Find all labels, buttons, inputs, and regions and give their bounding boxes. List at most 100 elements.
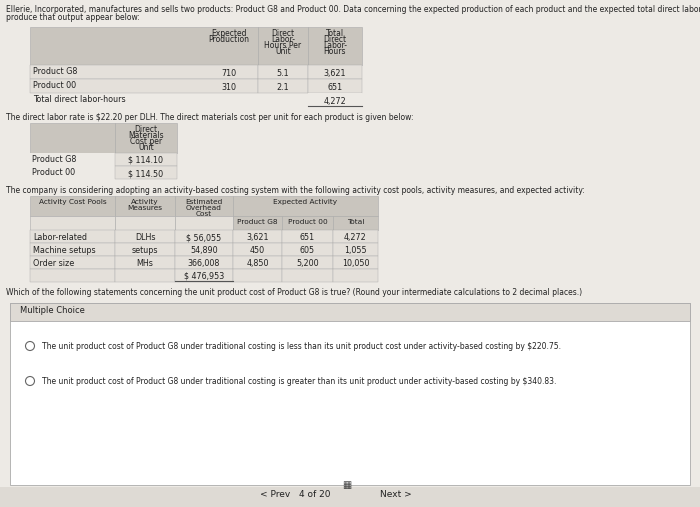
- Text: Total: Total: [326, 29, 344, 38]
- Text: $ 114.10: $ 114.10: [129, 156, 164, 165]
- Bar: [282, 230, 333, 243]
- Bar: [308, 93, 362, 107]
- Text: 5.1: 5.1: [276, 69, 289, 78]
- Text: Cost: Cost: [196, 211, 212, 217]
- Text: $ 56,055: $ 56,055: [186, 233, 222, 242]
- Text: 710: 710: [221, 69, 237, 78]
- Bar: [308, 65, 362, 79]
- Bar: [333, 269, 378, 282]
- Bar: [308, 27, 362, 65]
- Text: Cost per: Cost per: [130, 137, 162, 146]
- Text: 4,850: 4,850: [246, 259, 269, 268]
- Bar: [10, 303, 690, 321]
- Bar: [333, 230, 378, 243]
- Text: Product 00: Product 00: [288, 219, 328, 225]
- Bar: [30, 243, 115, 256]
- Bar: [175, 196, 233, 216]
- Text: 4,272: 4,272: [344, 233, 367, 242]
- Bar: [30, 216, 115, 230]
- Text: Total direct labor-hours: Total direct labor-hours: [33, 95, 125, 104]
- Bar: [282, 256, 333, 269]
- Text: Production: Production: [209, 35, 249, 44]
- Text: The unit product cost of Product G8 under traditional costing is less than its u: The unit product cost of Product G8 unde…: [42, 342, 561, 351]
- Bar: [30, 166, 115, 179]
- Bar: [308, 79, 362, 93]
- Text: $ 476,953: $ 476,953: [184, 272, 224, 281]
- Bar: [233, 243, 282, 256]
- Text: Labor-: Labor-: [271, 35, 295, 44]
- Text: 2.1: 2.1: [276, 83, 289, 92]
- Text: 3,621: 3,621: [246, 233, 269, 242]
- Bar: [258, 65, 308, 79]
- Text: Direct: Direct: [272, 29, 295, 38]
- Text: produce that output appear below:: produce that output appear below:: [6, 13, 140, 22]
- Text: Machine setups: Machine setups: [33, 246, 96, 255]
- Text: 10,050: 10,050: [342, 259, 370, 268]
- Bar: [115, 166, 177, 179]
- Bar: [175, 216, 233, 230]
- Text: Labor-: Labor-: [323, 41, 347, 50]
- Text: MHs: MHs: [136, 259, 153, 268]
- Bar: [258, 27, 308, 65]
- Bar: [233, 269, 282, 282]
- Bar: [282, 243, 333, 256]
- Text: Activity: Activity: [131, 199, 159, 205]
- Bar: [282, 216, 333, 230]
- Bar: [0, 487, 700, 507]
- Bar: [115, 230, 175, 243]
- Circle shape: [25, 377, 34, 385]
- Bar: [30, 153, 115, 166]
- Text: Hours Per: Hours Per: [265, 41, 302, 50]
- Text: Measures: Measures: [127, 205, 162, 211]
- Bar: [30, 27, 258, 65]
- Bar: [333, 256, 378, 269]
- Text: 5,200: 5,200: [296, 259, 318, 268]
- Text: 366,008: 366,008: [188, 259, 220, 268]
- Bar: [258, 79, 308, 93]
- Bar: [115, 153, 177, 166]
- Bar: [115, 123, 177, 153]
- Bar: [175, 256, 233, 269]
- Text: DLHs: DLHs: [134, 233, 155, 242]
- Text: Multiple Choice: Multiple Choice: [20, 306, 85, 315]
- Bar: [175, 230, 233, 243]
- Text: 450: 450: [250, 246, 265, 255]
- Bar: [30, 196, 115, 216]
- Text: Unit: Unit: [275, 47, 291, 56]
- Text: The company is considering adopting an activity-based costing system with the fo: The company is considering adopting an a…: [6, 186, 585, 195]
- Text: Overhead: Overhead: [186, 205, 222, 211]
- Bar: [175, 243, 233, 256]
- Text: Activity Cost Pools: Activity Cost Pools: [38, 199, 106, 205]
- Text: 4,272: 4,272: [323, 97, 346, 106]
- Bar: [30, 256, 115, 269]
- Text: Product G8: Product G8: [33, 67, 78, 76]
- Bar: [30, 230, 115, 243]
- Bar: [30, 123, 115, 153]
- Text: < Prev: < Prev: [260, 490, 290, 499]
- Text: 310: 310: [221, 83, 237, 92]
- Bar: [30, 79, 258, 93]
- Text: 4 of 20: 4 of 20: [300, 490, 330, 499]
- Bar: [115, 243, 175, 256]
- Bar: [233, 256, 282, 269]
- Text: Which of the following statements concerning the unit product cost of Product G8: Which of the following statements concer…: [6, 288, 582, 297]
- Text: Expected: Expected: [211, 29, 246, 38]
- Circle shape: [25, 342, 34, 350]
- Text: Ellerie, Incorporated, manufactures and sells two products: Product G8 and Produ: Ellerie, Incorporated, manufactures and …: [6, 5, 700, 14]
- Text: $ 114.50: $ 114.50: [128, 169, 164, 178]
- Text: Product 00: Product 00: [32, 168, 75, 177]
- Text: 54,890: 54,890: [190, 246, 218, 255]
- Bar: [233, 196, 378, 216]
- Text: Product G8: Product G8: [237, 219, 278, 225]
- Bar: [333, 216, 378, 230]
- Bar: [115, 196, 175, 216]
- Text: ▦: ▦: [342, 480, 351, 490]
- Text: Next >: Next >: [380, 490, 412, 499]
- Bar: [10, 303, 690, 485]
- Bar: [115, 216, 175, 230]
- Text: 3,621: 3,621: [323, 69, 346, 78]
- Bar: [30, 269, 115, 282]
- Bar: [30, 65, 258, 79]
- Text: Product 00: Product 00: [33, 81, 76, 90]
- Text: The direct labor rate is $22.20 per DLH. The direct materials cost per unit for : The direct labor rate is $22.20 per DLH.…: [6, 113, 414, 122]
